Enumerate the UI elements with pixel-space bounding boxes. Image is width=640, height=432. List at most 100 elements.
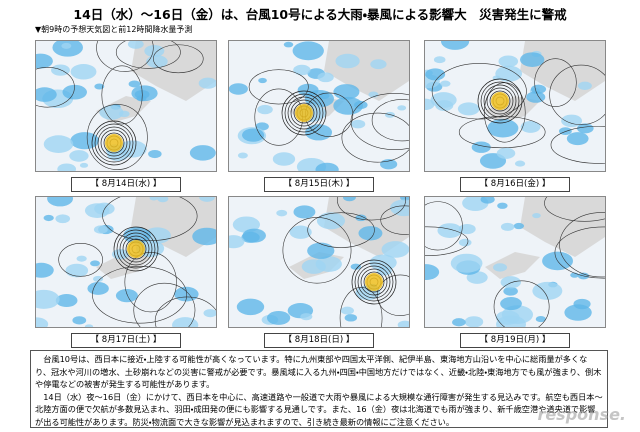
map-shape [123, 227, 151, 244]
map-shape [292, 41, 324, 61]
map-shape [131, 197, 216, 257]
map-shape [440, 80, 451, 87]
map-shape [485, 252, 540, 279]
map-shape [340, 306, 354, 315]
map-shape [458, 223, 476, 235]
map-shape [381, 241, 409, 258]
map-shape [450, 253, 483, 273]
map-shape [122, 235, 150, 263]
map-shape [376, 274, 409, 316]
map-caption: 【 8月15日(木) 】 [264, 177, 374, 192]
map-shape [119, 232, 153, 266]
map-shape [199, 197, 215, 202]
map-shape [350, 119, 366, 129]
map-shape [561, 114, 583, 128]
weather-map [35, 40, 217, 172]
map-shape [503, 286, 518, 296]
map-shape [266, 310, 291, 325]
map-shape [84, 203, 110, 218]
map-shape [281, 90, 327, 136]
map-shape [457, 102, 480, 116]
map-shape [357, 265, 391, 299]
map-shape [452, 318, 466, 327]
map-shape [189, 145, 216, 161]
map-shape [458, 238, 472, 247]
map-shape [52, 41, 83, 57]
map-shape [76, 255, 87, 262]
map-shape [97, 126, 131, 160]
map-shape [99, 105, 124, 120]
map-shape [111, 249, 129, 260]
map-shape [431, 63, 527, 120]
map-shape [242, 228, 266, 243]
weather-map [228, 196, 410, 328]
map-shape [315, 256, 342, 272]
map-shape [566, 132, 589, 146]
map-shape [365, 273, 383, 291]
map-shape [337, 197, 406, 221]
map-shape [483, 84, 517, 118]
map-shape [127, 41, 144, 49]
map-shape [43, 214, 54, 222]
map-shape [192, 227, 216, 246]
map-shape [248, 69, 309, 105]
map-shape [526, 91, 546, 103]
map-shape [564, 304, 592, 321]
map-shape [384, 111, 395, 118]
map-shape [70, 132, 99, 150]
map-shape [55, 214, 71, 224]
map-shape [495, 310, 520, 325]
map-shape [341, 112, 409, 163]
map-shape [397, 105, 407, 111]
map-caption: 【 8月16日(金) 】 [460, 177, 570, 192]
map-shape [363, 271, 385, 293]
map-shape [339, 287, 383, 327]
map-shape [55, 293, 78, 308]
text-box: 台風10号は、西日本に接近・上陸する可能性が高くなっています。特に九州東部や四国… [30, 350, 608, 428]
map-shape [477, 78, 523, 124]
map-shape [532, 212, 541, 219]
map-shape [118, 140, 147, 158]
map-shape [149, 197, 159, 201]
map-shape [354, 262, 394, 302]
map-shape [513, 222, 525, 230]
map-shape [554, 226, 605, 279]
map-shape [287, 96, 321, 130]
map-shape [105, 134, 123, 152]
map-shape [493, 263, 508, 272]
map-shape [290, 99, 318, 127]
map-shape [289, 225, 312, 239]
map-shape [486, 87, 514, 115]
map-shape [333, 96, 364, 115]
map-shape [464, 316, 484, 327]
weather-map [35, 196, 217, 328]
title: 14日（水）～16日（金）は、台風10号による大雨・暴風による影響大 災害発生に… [73, 7, 567, 22]
map-shape [133, 282, 196, 327]
map-shape [458, 116, 546, 149]
paragraph: 14日（水）夜～16日（金）にかけて、西日本を中心に、高速道路や一般道で大雨や暴… [35, 391, 603, 427]
map-shape [544, 197, 605, 222]
map-shape [520, 197, 605, 257]
map-shape [229, 83, 248, 95]
map-shape [307, 242, 335, 259]
map-shape [115, 41, 181, 69]
map-shape [480, 197, 495, 204]
map-shape [92, 266, 188, 324]
map-shape [433, 56, 446, 64]
map-shape [113, 226, 159, 272]
map-shape [550, 125, 605, 164]
map-shape [295, 104, 313, 122]
map-shape [293, 102, 315, 124]
map-shape [116, 229, 156, 269]
map-shape [514, 160, 526, 167]
map-shape [351, 259, 397, 305]
map-shape [86, 104, 148, 170]
map-shape [577, 81, 592, 90]
map-shape [284, 93, 324, 133]
map-shape [79, 162, 89, 168]
map-shape [237, 152, 248, 159]
map-shape [101, 65, 143, 125]
map-shape [36, 67, 75, 108]
map-shape [124, 252, 177, 313]
map-shape [489, 90, 511, 112]
